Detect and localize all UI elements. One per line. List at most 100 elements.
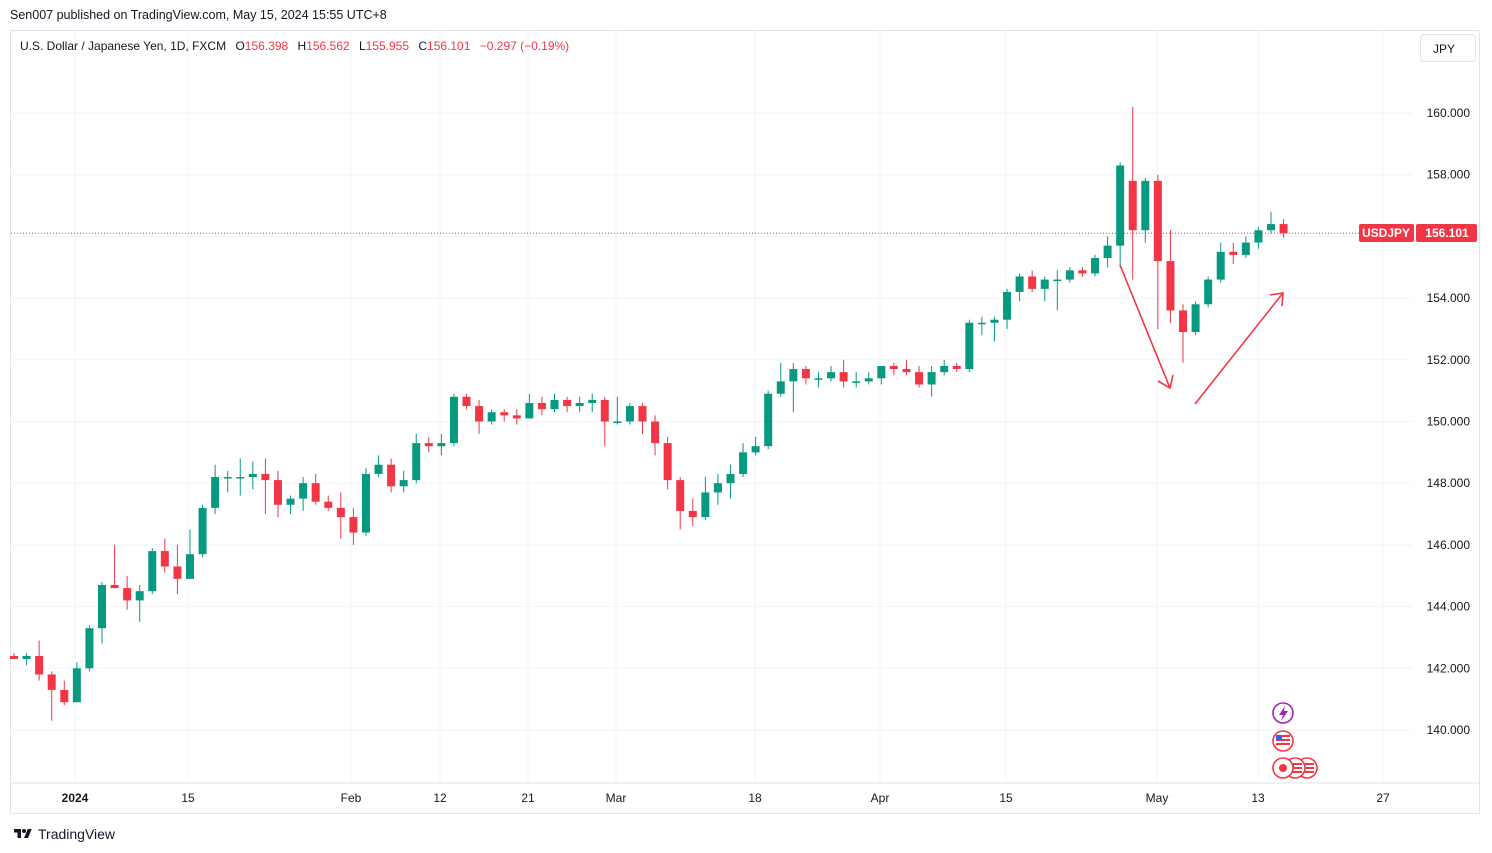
footer: TradingView xyxy=(12,826,115,842)
x-tick-label: 27 xyxy=(1376,791,1390,805)
x-tick-label: 15 xyxy=(999,791,1013,805)
candle xyxy=(1015,273,1024,302)
candle xyxy=(776,362,785,397)
candle-body xyxy=(135,591,144,601)
candle xyxy=(437,433,446,456)
candle xyxy=(211,464,220,515)
candle xyxy=(387,458,396,493)
candle xyxy=(638,402,647,434)
candle xyxy=(713,473,722,505)
candle xyxy=(110,544,119,589)
up-arrow-head xyxy=(1269,292,1284,307)
candle-body xyxy=(789,369,798,382)
candle-body xyxy=(462,396,471,407)
candle xyxy=(148,547,157,595)
candle-body xyxy=(286,498,295,505)
candle-body xyxy=(1015,276,1024,292)
candle xyxy=(135,585,144,623)
candle xyxy=(412,433,421,484)
candle-body xyxy=(839,372,848,382)
candle xyxy=(324,495,333,511)
candle-body xyxy=(299,483,308,499)
candle xyxy=(361,467,370,536)
candle-body xyxy=(1191,304,1200,333)
y-tick-label: 160.000 xyxy=(1427,106,1471,120)
candle xyxy=(349,507,358,545)
candle-body xyxy=(97,585,106,629)
candle xyxy=(462,393,471,410)
legend-high-label: H xyxy=(297,39,307,53)
candle-body xyxy=(927,372,936,385)
candle-body xyxy=(273,480,282,505)
candle xyxy=(801,365,810,385)
candle xyxy=(1028,270,1037,292)
candle-body xyxy=(349,517,358,533)
candle xyxy=(336,492,345,539)
candle xyxy=(1040,276,1049,302)
down-arrow-head xyxy=(1157,374,1174,390)
footer-brand: TradingView xyxy=(38,826,116,842)
x-tick-label: 18 xyxy=(748,791,762,805)
candle xyxy=(1116,162,1125,268)
candle-body xyxy=(72,668,81,703)
candle xyxy=(424,436,433,453)
candle xyxy=(236,458,245,496)
candle-body xyxy=(1040,279,1049,289)
lightning-icon[interactable] xyxy=(1272,702,1294,724)
candle-body xyxy=(1091,257,1100,274)
candle xyxy=(1153,174,1162,329)
candle-body xyxy=(902,369,911,373)
y-tick-label: 148.000 xyxy=(1427,476,1471,490)
candle-body xyxy=(915,372,924,385)
candle-body xyxy=(487,412,496,422)
candle-body xyxy=(500,412,509,416)
y-tick-label: 142.000 xyxy=(1427,661,1471,675)
candle xyxy=(915,365,924,388)
candle-body xyxy=(776,381,785,394)
us-flag-event-icon[interactable] xyxy=(1272,730,1294,752)
candle-body xyxy=(852,381,861,383)
candle xyxy=(85,625,94,672)
x-tick-label: 21 xyxy=(521,791,535,805)
price-axis: 160.000158.000156.000154.000152.000150.0… xyxy=(1427,106,1471,737)
candle xyxy=(123,575,132,610)
record-event-icon[interactable] xyxy=(1272,757,1294,779)
candle-body xyxy=(223,477,232,479)
x-tick-label: 15 xyxy=(181,791,195,805)
annotations xyxy=(1119,264,1284,405)
legend-close-value: 156.101 xyxy=(427,39,471,53)
candle-body xyxy=(613,421,622,423)
candle xyxy=(261,458,270,515)
y-tick-label: 150.000 xyxy=(1427,415,1471,429)
candle xyxy=(764,390,773,450)
candle-body xyxy=(676,480,685,511)
candle-body xyxy=(437,443,446,447)
candle-body xyxy=(361,473,370,533)
candle-body xyxy=(449,396,458,444)
candle xyxy=(877,365,886,385)
candle xyxy=(575,396,584,413)
candle xyxy=(952,362,961,373)
candle-body xyxy=(22,655,31,660)
y-tick-label: 144.000 xyxy=(1427,600,1471,614)
candle xyxy=(701,477,710,521)
x-tick-label: 2024 xyxy=(62,791,89,805)
candle xyxy=(990,316,999,342)
candle-body xyxy=(525,402,534,419)
candle xyxy=(1091,254,1100,277)
candle-body xyxy=(35,655,44,675)
candle xyxy=(1179,304,1188,363)
y-tick-label: 140.000 xyxy=(1427,723,1471,737)
candle xyxy=(1065,267,1074,283)
x-tick-label: 12 xyxy=(433,791,447,805)
tradingview-logo-icon xyxy=(14,829,32,838)
candle-body xyxy=(47,674,56,690)
candle-body xyxy=(110,585,119,589)
chart-frame xyxy=(10,30,1480,814)
candle xyxy=(97,581,106,644)
currency-button[interactable]: JPY xyxy=(1420,34,1476,62)
candle xyxy=(1078,267,1087,277)
candle xyxy=(977,316,986,336)
candle-body xyxy=(625,406,634,422)
